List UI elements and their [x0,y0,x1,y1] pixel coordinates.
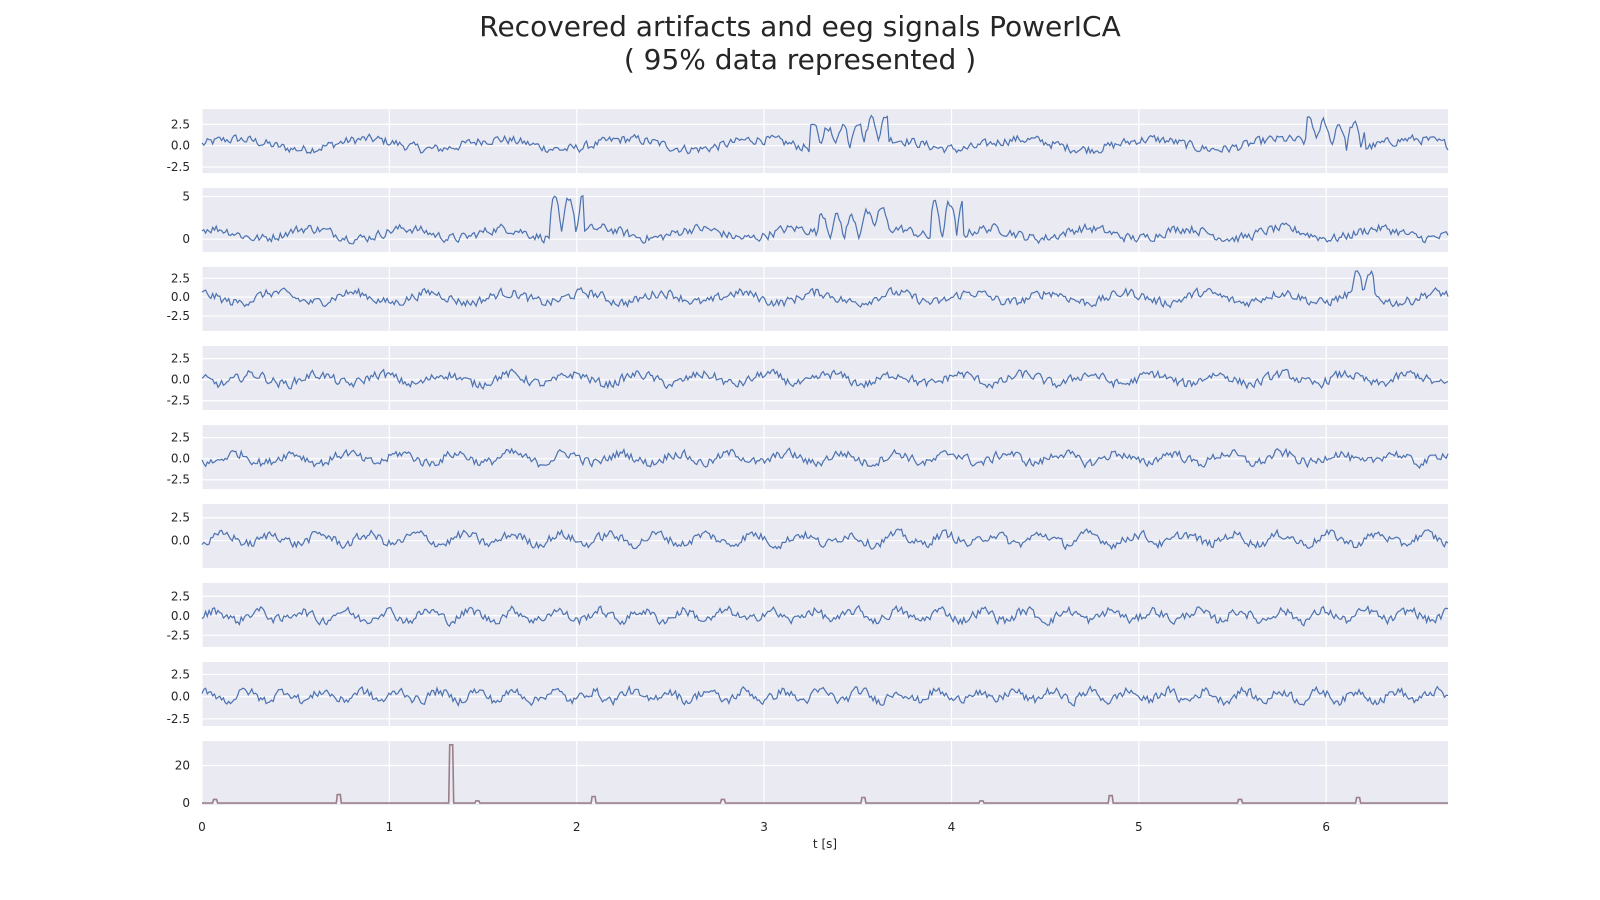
x-axis-label: t [s] [813,837,837,851]
y-tick-label: 0 [182,796,190,810]
x-tick-label: 5 [1135,820,1143,834]
x-tick-label: 0 [198,820,206,834]
panel-background [202,662,1448,726]
y-tick-label: 0.0 [171,690,190,704]
y-tick-label: 2.5 [171,589,190,603]
signal-trace [201,114,1449,155]
x-tick-label: 1 [386,820,394,834]
y-tick-label: 0.0 [171,534,190,548]
y-tick-label: 2.5 [171,352,190,366]
chart-subtitle: ( 95% data represented ) [623,43,977,76]
y-tick-label: 0.0 [171,290,190,304]
y-tick-label: -2.5 [167,473,190,487]
signal-trace [201,269,1449,309]
panel-9: 20 0 [175,741,1448,810]
x-tick-label: 6 [1322,820,1330,834]
signal-trace [201,194,1449,245]
y-tick-label: 0.0 [171,139,190,153]
y-tick-label: 5 [182,190,190,204]
y-tick-label: 2.5 [171,117,190,131]
y-tick-label: -2.5 [167,712,190,726]
signal-trace [201,604,1449,628]
panel-5: 2.5 0.0 -2.5 [167,425,1449,489]
panel-2: 50 [182,188,1449,252]
y-tick-label: 2.5 [171,511,190,525]
y-tick-label: 2.5 [171,667,190,681]
y-tick-label: -2.5 [167,628,190,642]
panel-background [202,425,1448,489]
panel-background [202,741,1448,805]
panel-3: 2.5 0.0 -2.5 [167,267,1449,331]
y-tick-label: -2.5 [167,309,190,323]
panel-8: 2.5 0.0 -2.5 [167,662,1448,726]
x-tick-label: 3 [760,820,768,834]
y-tick-label: -2.5 [167,394,190,408]
y-tick-label: 20 [175,758,190,772]
y-tick-label: 2.5 [171,431,190,445]
signal-trace [201,447,1449,470]
panel-background [202,109,1448,173]
x-tick-label: 4 [948,820,956,834]
y-tick-label: 0.0 [171,373,190,387]
signal-trace [201,684,1448,708]
panel-6: 2.5 0.0 [171,504,1449,568]
y-tick-label: 0.0 [171,452,190,466]
panel-1: 2.5 0.0 -2.5 [167,109,1449,174]
y-tick-label: -2.5 [167,160,190,174]
panel-background [202,346,1448,410]
chart-title-block: Recovered artifacts and eeg signals Powe… [0,10,1600,76]
y-tick-label: 0 [182,232,190,246]
y-tick-label: 0.0 [171,609,190,623]
y-tick-label: 2.5 [171,271,190,285]
panel-7: 2.5 0.0 -2.5 [167,583,1449,647]
chart-title: Recovered artifacts and eeg signals Powe… [479,10,1121,43]
signal-trace [201,368,1449,390]
x-tick-label: 2 [573,820,581,834]
panel-4: 2.5 0.0 -2.5 [167,346,1449,410]
event-marker-trace [202,744,1448,804]
signal-trace [201,528,1449,551]
panel-background [202,504,1448,568]
